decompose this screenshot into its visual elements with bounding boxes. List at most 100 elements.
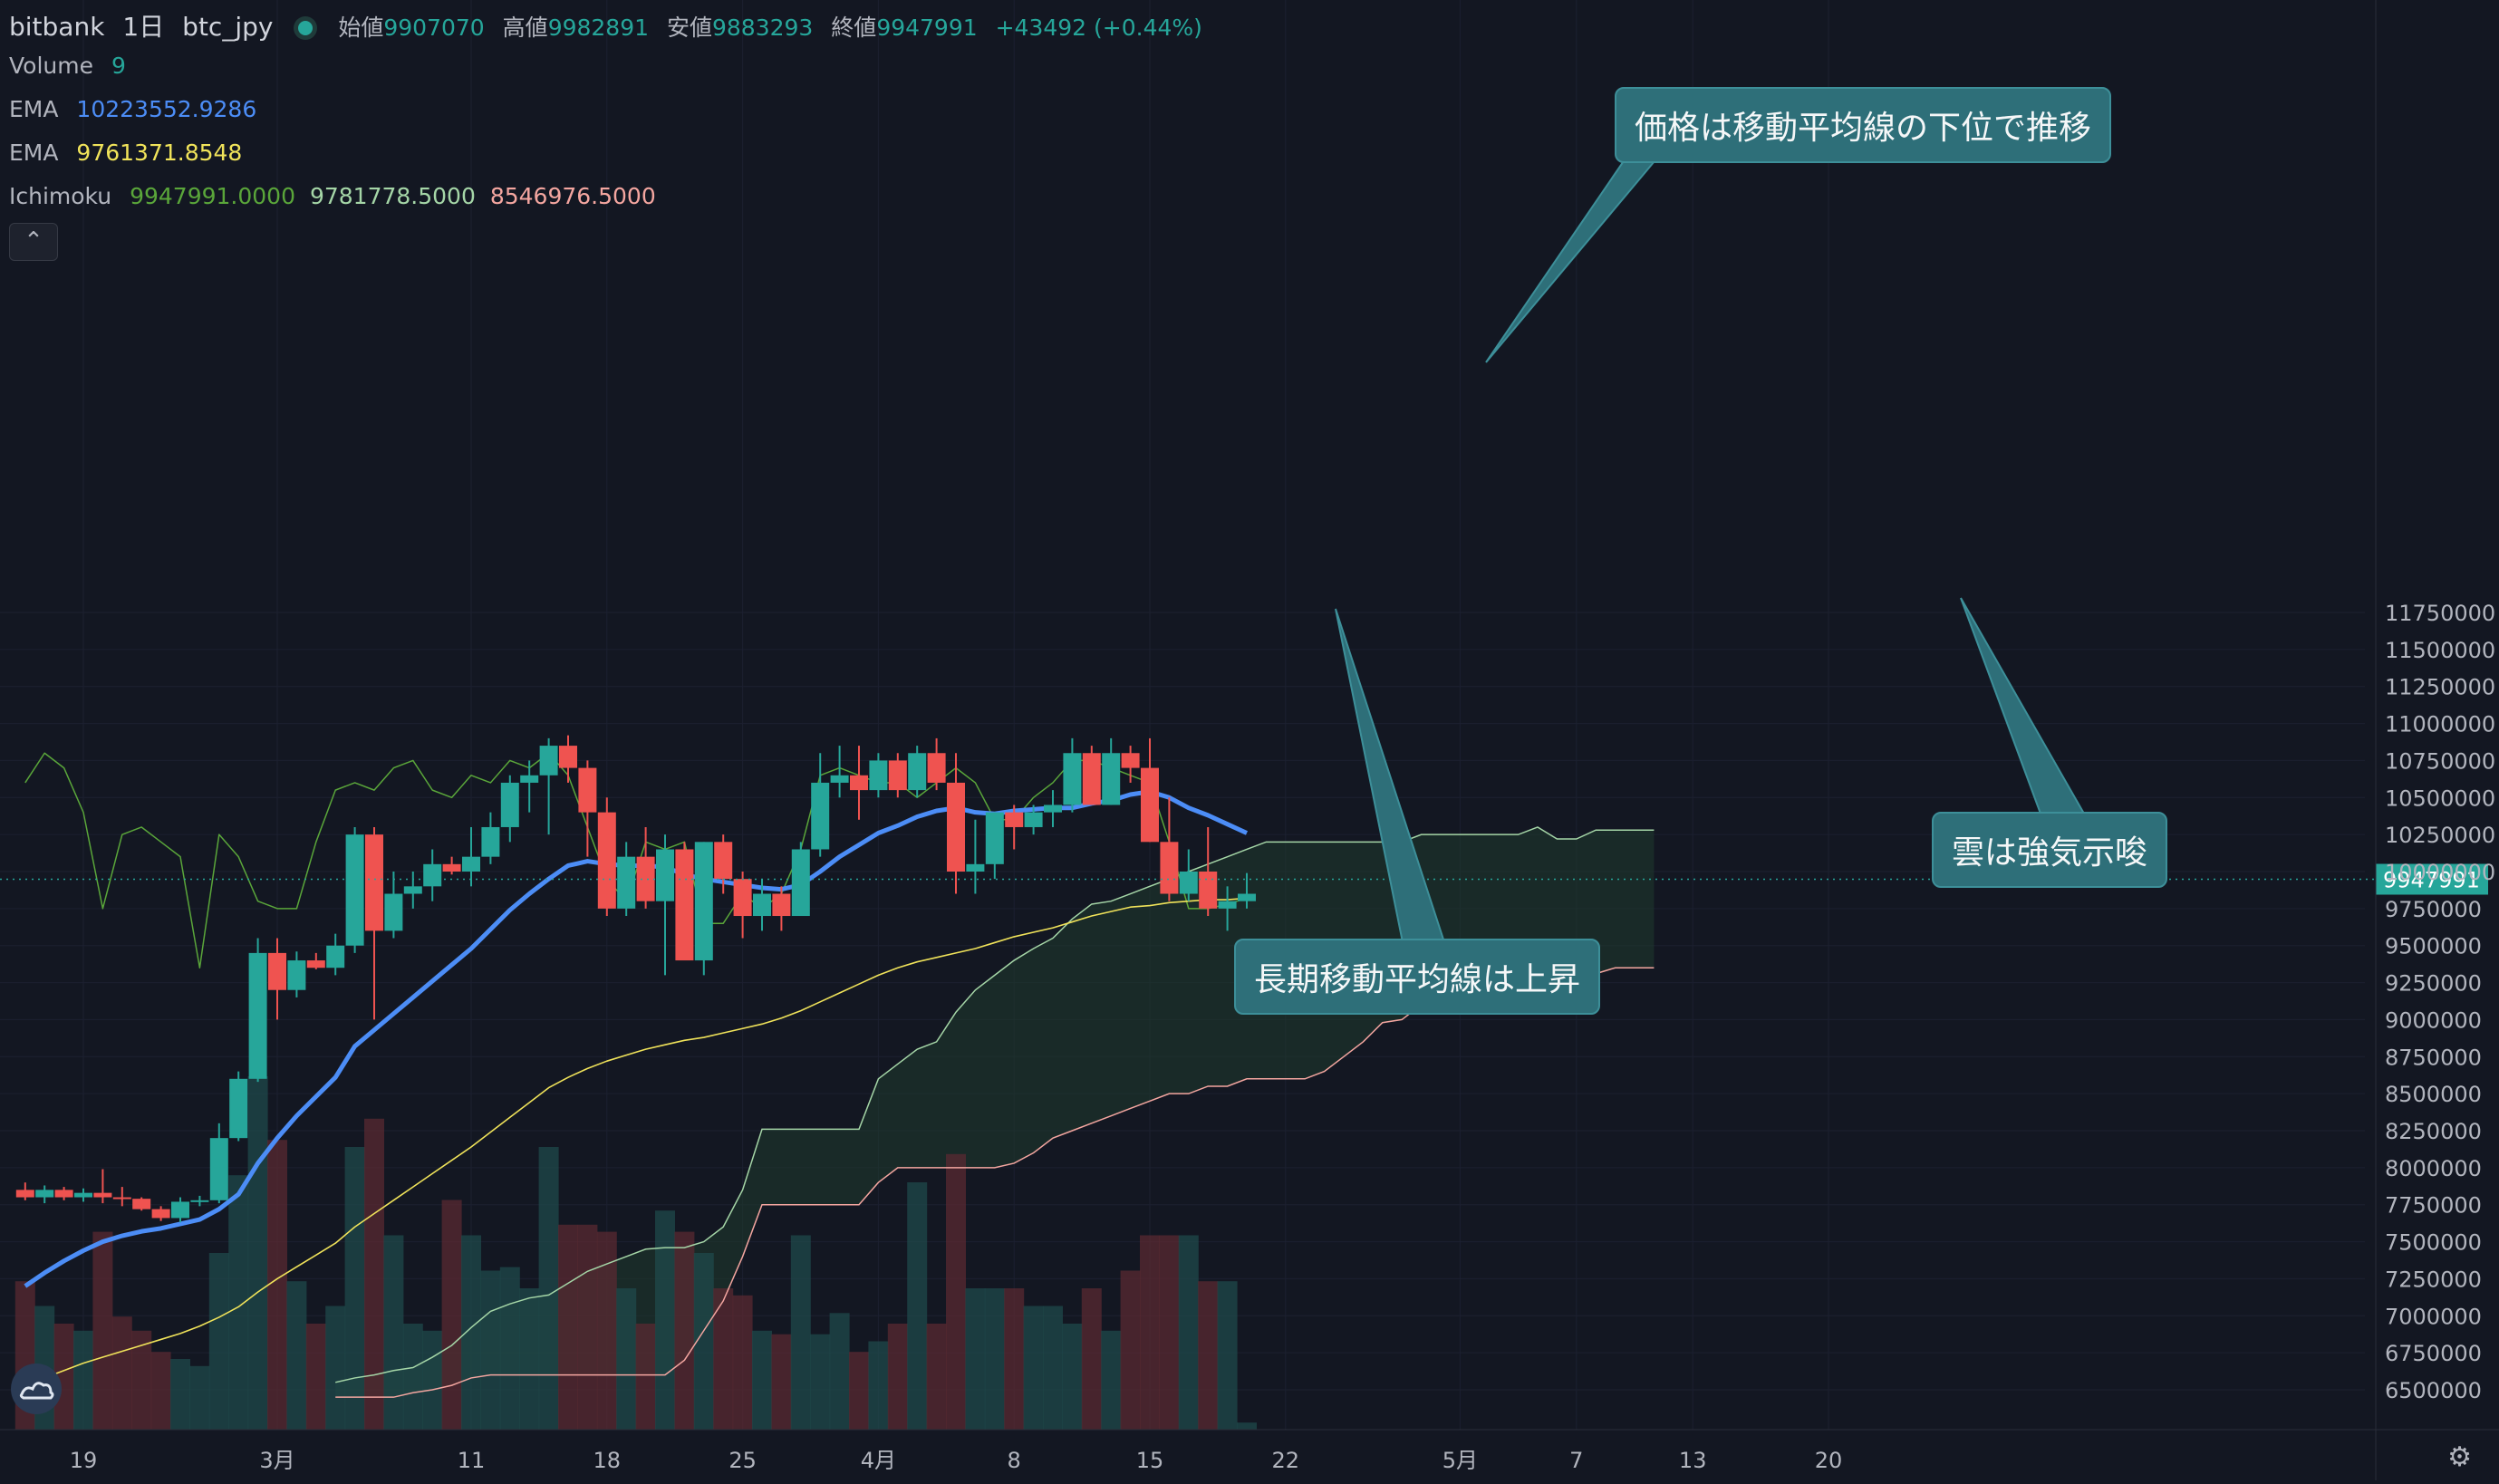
- volume-bar: [1140, 1235, 1160, 1430]
- volume-bar: [73, 1330, 93, 1430]
- interval-label[interactable]: 1日: [122, 12, 165, 42]
- exchange-name[interactable]: bitbank: [9, 12, 105, 42]
- candle-body: [93, 1192, 112, 1198]
- callout-cloud-bullish: 雲は強気示唆: [1932, 812, 2168, 888]
- candle-body: [888, 760, 907, 791]
- volume-bar: [383, 1235, 404, 1430]
- candle-body: [947, 782, 965, 872]
- candle-body: [1005, 812, 1024, 827]
- y-tick-label: 8250000: [2385, 1119, 2482, 1144]
- volume-bar: [1159, 1235, 1180, 1430]
- volume-bar: [887, 1324, 908, 1430]
- low-label: 安値: [666, 14, 712, 41]
- volume-bar: [752, 1330, 772, 1430]
- y-tick-label: 6750000: [2385, 1341, 2482, 1366]
- low-value: 9883293: [712, 14, 814, 41]
- volume-bar: [1062, 1324, 1083, 1430]
- candle-body: [927, 753, 946, 783]
- tradingview-logo-icon[interactable]: [11, 1364, 62, 1414]
- volume-bar: [53, 1324, 74, 1430]
- candle-body: [1218, 901, 1237, 909]
- volume-bar: [344, 1147, 365, 1430]
- collapse-legend-button[interactable]: ⌃: [9, 223, 58, 261]
- candle-body: [74, 1192, 92, 1198]
- volume-bar: [693, 1253, 714, 1430]
- candle-body: [306, 960, 325, 968]
- volume-bar: [228, 1175, 249, 1430]
- y-tick-label: 8500000: [2385, 1082, 2482, 1107]
- volume-bar: [441, 1200, 462, 1430]
- candle-body: [850, 775, 868, 791]
- candle-body: [326, 945, 345, 968]
- x-tick-label: 5月: [1442, 1448, 1478, 1473]
- candle-body: [1238, 893, 1256, 901]
- volume-bar: [732, 1295, 753, 1430]
- ema-slow-legend[interactable]: EMA 9761371.8548: [9, 140, 253, 166]
- chevron-up-icon: ⌃: [24, 227, 43, 255]
- volume-bar: [325, 1306, 346, 1430]
- y-tick-label: 9750000: [2385, 897, 2482, 922]
- ema-fast-legend[interactable]: EMA 10223552.9286: [9, 96, 267, 122]
- x-tick-label: 25: [728, 1448, 757, 1473]
- volume-bar: [286, 1281, 307, 1430]
- y-tick-label: 11000000: [2385, 712, 2495, 737]
- candle-body: [1199, 872, 1218, 909]
- x-tick-label: 8: [1008, 1448, 1021, 1473]
- candle-body: [559, 746, 577, 768]
- y-tick-label: 10750000: [2385, 748, 2495, 774]
- y-tick-label: 9500000: [2385, 934, 2482, 959]
- callout-price-below-ma: 価格は移動平均線の下位で推移: [1615, 87, 2112, 163]
- volume-bar: [1043, 1306, 1063, 1430]
- callout-long-ma-rising: 長期移動平均線は上昇: [1234, 939, 1601, 1015]
- volume-bar: [558, 1224, 578, 1430]
- candle-body: [714, 842, 733, 880]
- volume-bar: [1101, 1330, 1122, 1430]
- candle-body: [772, 893, 791, 917]
- candle-body: [1044, 805, 1062, 813]
- candle-body: [597, 812, 616, 909]
- volume-legend[interactable]: Volume 9: [9, 53, 137, 79]
- last-price-badge: [2376, 863, 2488, 895]
- x-tick-label: 19: [70, 1448, 98, 1473]
- ema-fast-label: EMA: [9, 96, 59, 122]
- conversion-line: [24, 752, 1248, 968]
- leading-span-a-line: [335, 826, 1655, 1383]
- volume-bar: [713, 1288, 734, 1430]
- ichimoku-legend[interactable]: Ichimoku 9947991.0000 9781778.5000 85469…: [9, 183, 667, 209]
- candle-body: [908, 753, 927, 791]
- volume-bar: [422, 1330, 443, 1430]
- volume-bar: [364, 1118, 384, 1430]
- candle-body: [811, 782, 830, 850]
- volume-bar: [616, 1288, 637, 1430]
- volume-bar: [1120, 1270, 1141, 1430]
- candle-body: [462, 856, 480, 872]
- x-tick-label: 18: [593, 1448, 622, 1473]
- y-tick-label: 8750000: [2385, 1045, 2482, 1070]
- x-tick-label: 11: [458, 1448, 486, 1473]
- candle-body: [345, 834, 364, 946]
- volume-bar: [577, 1224, 598, 1430]
- symbol-name[interactable]: btc_jpy: [182, 12, 274, 42]
- candle-body: [675, 849, 694, 961]
- y-tick-label: 11500000: [2385, 638, 2495, 663]
- settings-gear-icon[interactable]: ⚙: [2447, 1441, 2472, 1473]
- volume-bar: [771, 1334, 792, 1430]
- market-status-icon: [298, 21, 314, 35]
- candle-body: [248, 952, 267, 1079]
- candle-body: [35, 1190, 54, 1198]
- candle-body: [171, 1201, 189, 1219]
- candle-body: [151, 1209, 170, 1219]
- volume-bar: [538, 1147, 559, 1430]
- x-tick-label: 22: [1272, 1448, 1300, 1473]
- x-tick-label: 15: [1136, 1448, 1164, 1473]
- y-tick-label: 7750000: [2385, 1193, 2482, 1219]
- candle-body: [384, 893, 403, 931]
- candle-body: [15, 1190, 34, 1198]
- candle-body: [442, 863, 461, 872]
- x-tick-label: 20: [1815, 1448, 1843, 1473]
- candle-body: [500, 782, 519, 827]
- candle-body: [791, 849, 810, 917]
- volume-bar: [519, 1288, 540, 1430]
